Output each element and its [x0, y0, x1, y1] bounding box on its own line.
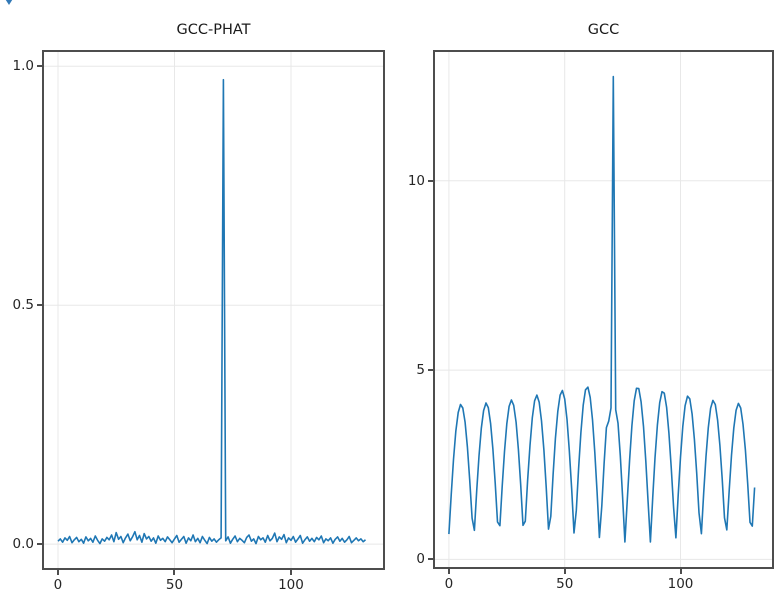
x-tick-label: 0: [444, 576, 454, 592]
clipped-blue-icon: [2, 0, 16, 5]
data-line: [57, 78, 367, 545]
x-tick-mark: [679, 569, 682, 574]
y-tick-mark: [37, 304, 42, 307]
x-tick-label: 50: [556, 576, 574, 592]
y-tick-label: 0.0: [12, 536, 34, 553]
y-tick-label: 1.0: [12, 58, 34, 75]
chart-title-gcc: GCC: [587, 22, 620, 38]
y-tick-mark: [37, 65, 42, 68]
x-tick-mark: [289, 570, 292, 575]
y-tick-mark: [428, 179, 433, 182]
x-tick-mark: [447, 569, 450, 574]
x-tick-label: 100: [667, 576, 694, 592]
axes-gcc: [433, 50, 774, 569]
x-tick-label: 50: [165, 577, 184, 593]
axes-gcc-phat: [42, 50, 385, 570]
y-tick-mark: [428, 558, 433, 561]
data-line: [448, 75, 756, 543]
y-tick-label: 5: [416, 362, 425, 379]
gcc-line-plot: [435, 52, 772, 567]
gridlines: [44, 52, 383, 568]
y-tick-label: 0: [416, 551, 425, 568]
y-tick-label: 10: [407, 172, 425, 189]
y-tick-label: 0.5: [12, 297, 34, 314]
gridlines: [435, 52, 772, 567]
y-tick-mark: [37, 543, 42, 546]
chart-title-gcc-phat: GCC-PHAT: [176, 22, 251, 38]
y-tick-mark: [428, 369, 433, 372]
x-tick-mark: [56, 570, 59, 575]
x-tick-label: 0: [53, 577, 63, 593]
x-tick-mark: [173, 570, 176, 575]
gcc-phat-line-plot: [44, 52, 383, 568]
x-tick-label: 100: [278, 577, 304, 593]
x-tick-mark: [563, 569, 566, 574]
